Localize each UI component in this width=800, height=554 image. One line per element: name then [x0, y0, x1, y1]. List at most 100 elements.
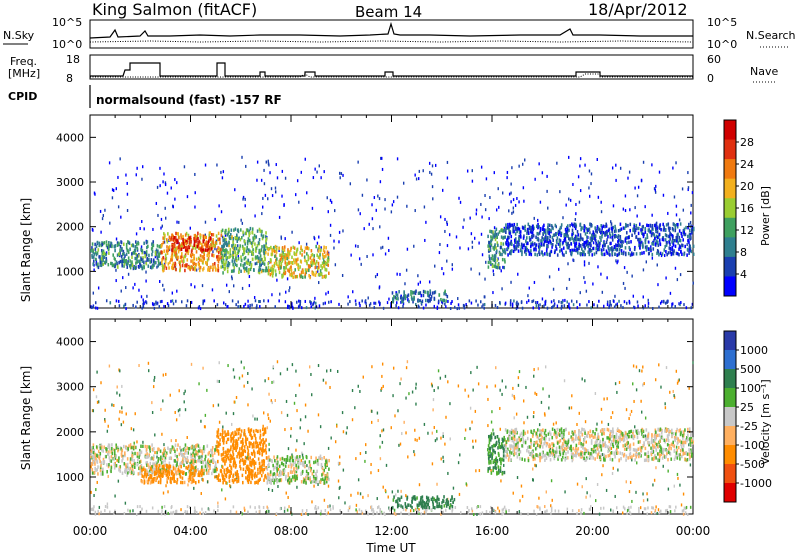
power-scatter-cell: [126, 192, 129, 196]
power-scatter-cell: [117, 205, 120, 209]
velocity-echo-cell: [206, 471, 208, 475]
velocity-scatter-cell: [635, 388, 638, 392]
velocity-scatter-cell: [476, 512, 478, 516]
power-echo-cell: [206, 258, 209, 262]
power-scatter-cell: [263, 182, 266, 186]
power-echo-cell: [139, 259, 141, 264]
power-echo-cell: [170, 236, 173, 240]
velocity-ground-cell: [459, 511, 462, 515]
velocity-scatter-cell: [629, 413, 632, 417]
power-scatter-cell: [156, 265, 158, 269]
power-scatter-cell: [141, 177, 143, 181]
velocity-echo-cell: [140, 466, 143, 470]
power-echo-cell: [174, 261, 176, 266]
power-scatter-cell: [214, 247, 216, 251]
power-echo-cell: [327, 253, 330, 257]
velocity-echo-cell: [202, 446, 205, 451]
power-echo-cell: [514, 240, 516, 244]
power-echo-cell: [566, 245, 569, 250]
velocity-scatter-cell: [636, 461, 638, 465]
velocity-scatter-cell: [370, 420, 373, 424]
power-echo-cell: [533, 247, 535, 251]
velocity-ground-cell: [643, 507, 646, 511]
power-echo-cell: [654, 227, 657, 231]
power-echo-cell: [193, 254, 195, 258]
velocity-scatter-cell: [487, 424, 489, 428]
power-ground-cell: [532, 299, 535, 303]
nsky-line: [89, 21, 693, 39]
velocity-ground-cell: [682, 512, 685, 516]
power-scatter-cell: [166, 191, 169, 195]
power-echo-cell: [212, 241, 215, 245]
power-echo-cell: [244, 267, 246, 271]
power-echo-cell: [555, 247, 558, 251]
power-ground-cell: [609, 302, 611, 306]
power-echo-cell: [594, 226, 596, 230]
power-echo-cell: [656, 241, 659, 245]
power-echo-cell: [245, 228, 248, 232]
power-echo-cell: [501, 229, 504, 233]
power-echo-cell: [304, 275, 306, 279]
velocity-scatter-cell: [106, 502, 109, 506]
velocity-scatter-cell: [442, 432, 444, 436]
power-echo-cell: [673, 222, 675, 227]
velocity-scatter-cell: [330, 436, 332, 440]
velocity-scatter-cell: [246, 456, 248, 460]
velocity-scatter-cell: [339, 461, 341, 465]
power-echo-cell: [616, 253, 619, 257]
velocity-echo-cell: [106, 470, 108, 474]
noise-tick-top-left: 10^5: [52, 16, 82, 29]
velocity-scatter-cell: [233, 400, 236, 404]
velocity-scatter-cell: [657, 508, 660, 512]
power-echo-cell: [212, 238, 214, 242]
power-scatter-cell: [120, 289, 122, 293]
power-scatter-cell: [350, 253, 352, 257]
power-echo-cell: [174, 235, 177, 240]
velocity-echo-cell: [190, 464, 193, 468]
velocity-scatter-cell: [214, 475, 216, 479]
power-echo-cell: [604, 243, 606, 248]
velocity-echo-cell: [165, 451, 168, 455]
velocity-scatter-cell: [414, 438, 416, 442]
velocity-scatter-cell: [555, 421, 557, 425]
power-scatter-cell: [220, 210, 223, 214]
power-scatter-cell: [342, 173, 344, 177]
velocity-echo-cell: [100, 443, 103, 447]
velocity-echo-cell: [187, 459, 189, 463]
power-echo-cell: [681, 243, 683, 247]
velocity-scatter-cell: [382, 485, 384, 489]
velocity-echo-cell: [150, 471, 153, 475]
power-ground-cell: [171, 299, 174, 303]
power-echo-cell: [137, 254, 140, 258]
power-scatter-cell: [439, 215, 442, 219]
velocity-scatter-cell: [499, 388, 501, 392]
power-echo-cell: [668, 228, 671, 232]
velocity-scatter-cell: [290, 427, 292, 431]
velocity-echo-cell: [148, 465, 150, 469]
power-scatter-cell: [528, 227, 531, 231]
velocity-echo-cell: [101, 470, 104, 475]
velocity-echo-cell: [192, 453, 194, 458]
velocity-echo-cell: [103, 460, 106, 464]
power-echo-cell: [232, 250, 234, 255]
power-scatter-cell: [492, 291, 494, 295]
velocity-scatter-cell: [327, 484, 330, 488]
velocity-echo-cell: [145, 455, 147, 460]
velocity-scatter-cell: [153, 378, 155, 382]
power-echo-cell: [669, 233, 672, 237]
power-scatter-cell: [546, 174, 548, 178]
power-echo-cell: [252, 236, 254, 240]
power-echo-cell: [272, 248, 274, 253]
power-echo-cell: [226, 233, 229, 237]
power-ground-cell: [136, 300, 138, 304]
power-ground-cell: [175, 299, 177, 303]
velocity-echo-cell: [179, 445, 181, 450]
power-ground-cell: [504, 301, 507, 305]
power-echo-cell: [168, 237, 171, 242]
power-scatter-cell: [399, 272, 401, 276]
power-echo-cell: [214, 265, 216, 269]
velocity-echo-cell: [129, 443, 132, 447]
power-echo-cell: [683, 227, 686, 231]
power-echo-cell: [220, 259, 223, 263]
velocity-scatter-cell: [474, 409, 477, 413]
